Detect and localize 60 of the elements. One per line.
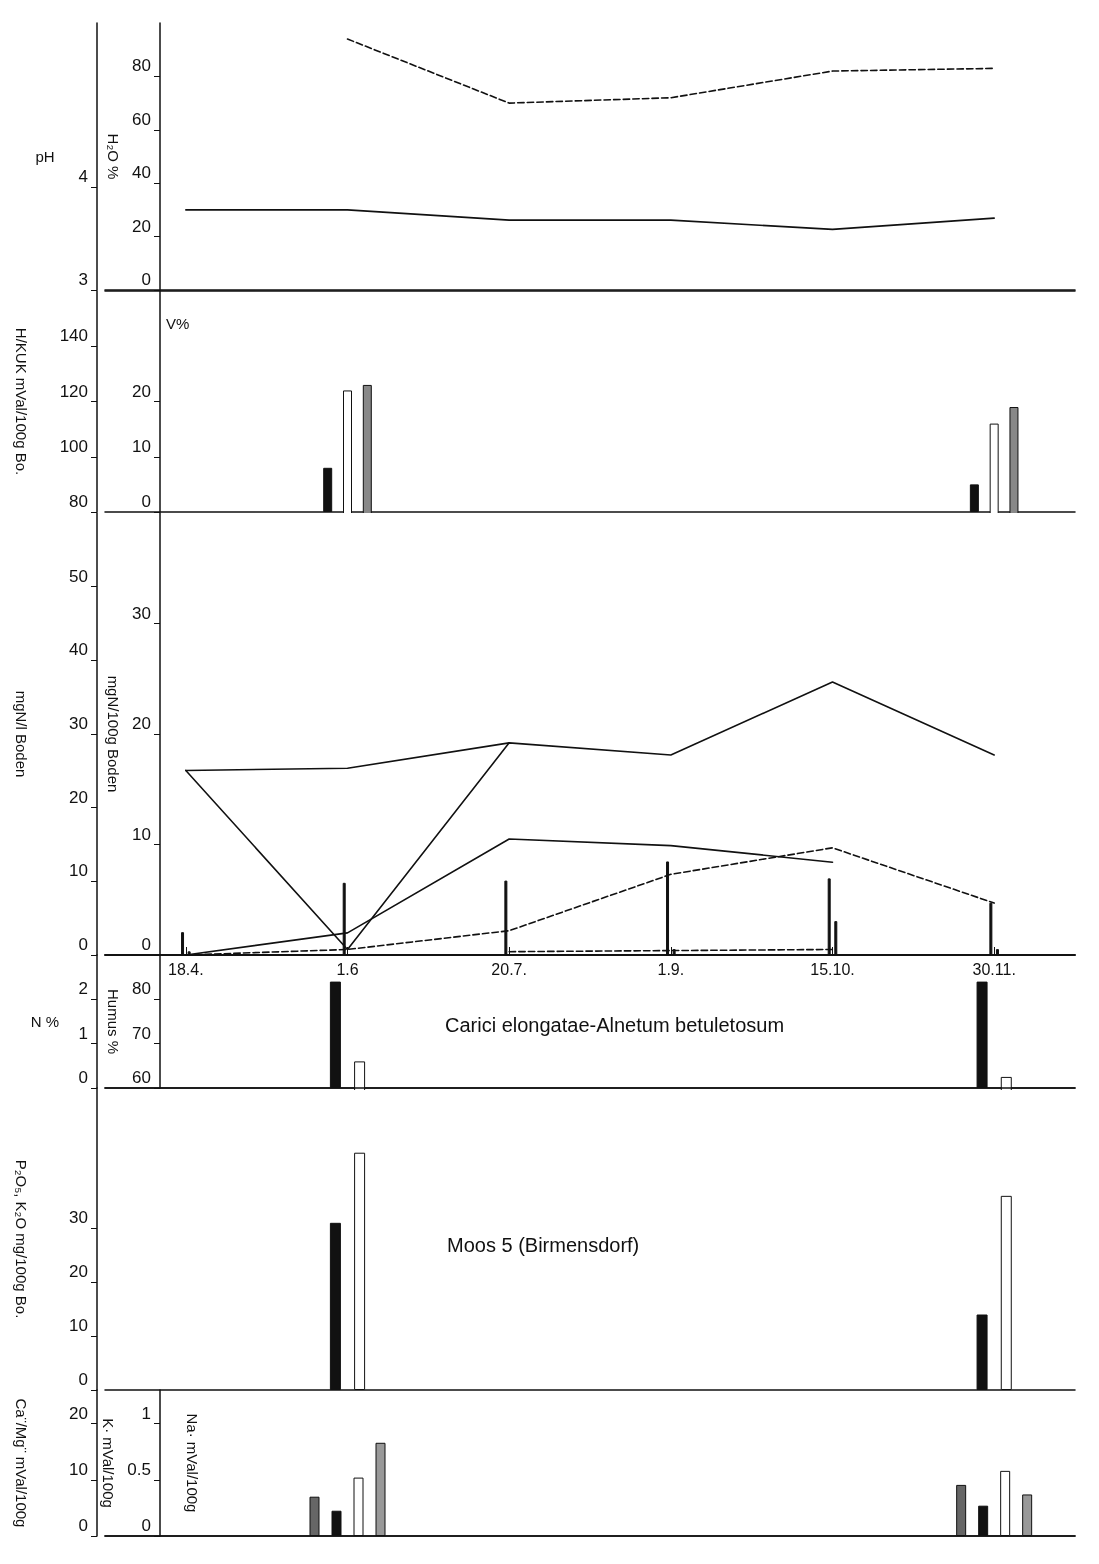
y-tick-label: 100 bbox=[59, 436, 88, 456]
y-tick-label: 30 bbox=[69, 714, 88, 733]
y2-tick-label: 70 bbox=[132, 1023, 151, 1043]
y-tick-label: 1 bbox=[78, 1023, 88, 1043]
y2-tick-label: 10 bbox=[132, 436, 151, 456]
y2-tick-label: 0 bbox=[141, 492, 151, 511]
x-tick-label: 1.9. bbox=[657, 960, 685, 978]
y-tick-label: 0 bbox=[78, 1068, 88, 1087]
y2-tick-label: 0.5 bbox=[127, 1459, 151, 1479]
y-axis-title: P₂O₅, K₂O mg/100g Bo. bbox=[13, 1159, 30, 1319]
y-axis-title: mgN/l Boden bbox=[13, 690, 30, 778]
y-tick-label: 140 bbox=[59, 326, 88, 346]
y2-tick-label: 40 bbox=[132, 163, 151, 183]
y-axis-title: Ca¨/Mg¨ mVal/100g bbox=[13, 1398, 30, 1528]
y-tick-label: 30 bbox=[69, 1208, 88, 1228]
y2-axis-title: V% bbox=[166, 315, 190, 332]
y2-axis-title: Humus % bbox=[105, 988, 123, 1055]
y2-tick-label: 20 bbox=[132, 216, 151, 236]
y-tick-label: 20 bbox=[69, 787, 88, 807]
y-tick-label: 40 bbox=[69, 640, 88, 660]
y-tick-label: 0 bbox=[78, 1370, 88, 1389]
y-tick-label: 2 bbox=[78, 979, 88, 999]
y-tick-label: 0 bbox=[78, 935, 88, 954]
y-tick-label: 10 bbox=[69, 1316, 88, 1336]
y2-tick-label: 80 bbox=[132, 979, 151, 999]
y2-tick-label: 20 bbox=[132, 381, 151, 401]
y2-tick-label: 10 bbox=[132, 824, 151, 844]
x-tick-label: 20.7. bbox=[491, 960, 527, 978]
y2-tick-label: 0 bbox=[141, 270, 151, 289]
y-tick-label: 3 bbox=[78, 270, 88, 289]
y-tick-label: 20 bbox=[69, 1262, 88, 1282]
annotation: Moos 5 (Birmensdorf) bbox=[447, 1234, 640, 1256]
y-axis-title: H/KUK mVal/100g Bo. bbox=[13, 327, 30, 476]
y-tick-label: 10 bbox=[69, 1459, 88, 1479]
y-axis-title: N % bbox=[30, 1013, 60, 1030]
y2-axis-title: K· mVal/100g bbox=[100, 1418, 118, 1508]
y2-tick-label: 60 bbox=[132, 1068, 151, 1087]
y2-tick-label: 60 bbox=[132, 109, 151, 129]
annotation: Carici elongatae-Alnetum betuletosum bbox=[445, 1014, 785, 1036]
y2-axis-title: mgN/100g Boden bbox=[105, 675, 123, 793]
x-tick-label: 1.6 bbox=[336, 960, 359, 978]
y-tick-label: 50 bbox=[69, 566, 88, 586]
x-tick-label: 18.4. bbox=[168, 960, 204, 978]
y-tick-label: 80 bbox=[69, 492, 88, 511]
y2-tick-label: 0 bbox=[141, 1516, 151, 1535]
y-tick-label: 4 bbox=[78, 167, 88, 187]
y2-tick-label: 80 bbox=[132, 56, 151, 76]
y-axis-title: pH bbox=[35, 148, 55, 165]
x-tick-label: 15.10. bbox=[810, 960, 855, 978]
y-tick-label: 0 bbox=[78, 1516, 88, 1535]
y2-tick-label: 30 bbox=[132, 603, 151, 623]
y3-axis-title: Na· mVal/100g bbox=[184, 1413, 201, 1513]
x-tick-label: 30.11. bbox=[972, 960, 1016, 978]
y2-tick-label: 0 bbox=[141, 935, 151, 954]
y2-tick-label: 1 bbox=[141, 1403, 151, 1423]
y-tick-label: 120 bbox=[59, 381, 88, 401]
y2-tick-label: 20 bbox=[132, 714, 151, 733]
y2-axis-title: H₂O % bbox=[105, 133, 123, 180]
y-tick-label: 10 bbox=[69, 861, 88, 881]
y-tick-label: 20 bbox=[69, 1403, 88, 1423]
